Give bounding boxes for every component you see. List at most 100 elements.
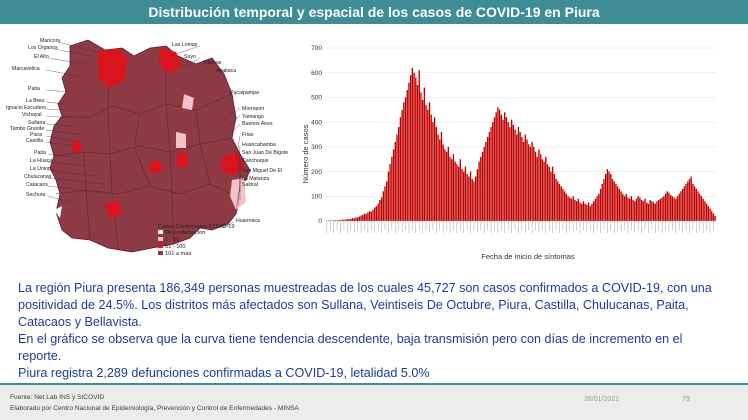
chart-bar — [363, 213, 366, 221]
chart-bar — [529, 146, 532, 221]
chart-bar — [444, 149, 446, 221]
chart-bar — [516, 134, 518, 221]
chart-bar — [483, 146, 485, 221]
map-label: Buenos Aires — [242, 121, 273, 127]
chart-bar — [534, 151, 537, 221]
chart-bar — [531, 141, 533, 221]
chart-bar — [485, 141, 487, 221]
chart-bar — [368, 211, 371, 221]
map-label: Yamango — [242, 114, 264, 120]
footer-bar — [0, 385, 748, 420]
map-label: Sechura — [26, 192, 45, 198]
map-label: San Miguel De El — [242, 168, 282, 174]
chart-bar — [459, 159, 461, 221]
chart-bar — [664, 193, 667, 221]
chart-bar — [500, 114, 503, 221]
chart-bar — [539, 154, 542, 221]
map-label: Suyo — [184, 54, 196, 60]
chart-bar — [676, 196, 679, 221]
chart-bar — [577, 198, 579, 221]
summary-paragraph-3: Piura registra 2,289 defunciones confirm… — [18, 366, 430, 380]
chart-bar — [622, 193, 624, 221]
map-label: Sullana — [28, 120, 45, 126]
chart-bar — [714, 216, 716, 221]
chart-bar — [669, 195, 672, 221]
chart-bar — [707, 206, 709, 221]
chart-bar — [551, 166, 554, 221]
chart-bar — [451, 159, 453, 221]
footer-divider — [0, 383, 748, 385]
chart-bar — [420, 92, 422, 221]
chart-bar — [575, 201, 578, 221]
legend-title: Casos Confirmados COVID-19 — [158, 224, 234, 230]
legend-swatch-none — [157, 229, 164, 235]
chart-bar — [339, 220, 342, 221]
chart-bar — [704, 201, 706, 221]
chart-bar — [421, 99, 424, 221]
chart-bar — [608, 171, 610, 221]
map-label: El Alto — [34, 54, 49, 60]
legend-label: 51 - 100 — [165, 244, 186, 250]
page-title: Distribución temporal y espacial de los … — [148, 4, 600, 20]
chart-bar — [380, 197, 383, 221]
map-label: San Juan De Bigote — [242, 150, 288, 156]
chart-bar — [356, 217, 359, 221]
chart-bar — [601, 183, 603, 221]
summary-paragraph-2: En el gráfico se observa que la curva ti… — [18, 332, 683, 363]
chart-bar — [343, 219, 345, 221]
chart-bar — [517, 127, 520, 221]
chart-bar — [649, 199, 651, 221]
chart-bar — [351, 218, 354, 221]
summary-text: La región Piura presenta 186,349 persona… — [18, 280, 728, 382]
chart-bar — [526, 139, 528, 221]
chart-bar — [478, 161, 480, 221]
map-label: Paita — [28, 86, 40, 92]
chart-y-tick-label: 0 — [318, 218, 322, 225]
chart-bar — [681, 188, 684, 221]
chart-bar — [589, 206, 591, 221]
chart-bar — [581, 203, 583, 221]
chart-bar — [687, 181, 689, 221]
chart-bar — [522, 141, 525, 221]
chart-bar — [497, 107, 499, 221]
chart-bar — [623, 196, 626, 221]
chart-bar — [457, 166, 460, 221]
chart-bar — [353, 218, 355, 221]
chart-bar — [375, 206, 378, 221]
chart-bar — [553, 174, 556, 221]
chart-bar — [693, 186, 696, 221]
chart-bar — [382, 191, 384, 221]
chart-y-tick-label: 300 — [311, 144, 322, 151]
chart-bar — [442, 144, 444, 221]
chart-bar — [334, 220, 337, 221]
chart-bar — [409, 75, 412, 221]
chart-bar — [661, 197, 663, 221]
chart-bar — [379, 199, 381, 221]
chart-bar — [550, 171, 552, 221]
chart-bar — [616, 186, 619, 221]
map-label: Tambo Grande — [10, 126, 44, 132]
map-label: Castilla — [26, 138, 43, 144]
map-label: Ayabaca — [216, 68, 236, 74]
cases-bar-chart: 0 100 200 300 400 500 600 700 Número de casos F… — [296, 34, 742, 266]
chart-bar — [473, 181, 475, 221]
chart-bar — [456, 164, 458, 221]
piura-district-map: Mancora Los Organos El Alto Marcavelica … — [0, 34, 290, 266]
chart-bar — [620, 191, 622, 221]
map-district-las-lomas — [158, 48, 182, 74]
chart-y-tick-label: 400 — [311, 119, 322, 126]
map-labels-right: Las Lomas Suyo Paimas Ayabaca Pacaipampa… — [172, 42, 288, 224]
chart-bar — [514, 129, 516, 221]
chart-bar — [596, 196, 598, 221]
chart-bar — [642, 201, 644, 221]
chart-bar — [594, 198, 597, 221]
map-leader-lines — [45, 41, 241, 229]
map-label: Canchaque — [242, 158, 269, 164]
chart-bar — [399, 117, 402, 221]
map-label: Huarmaca — [236, 218, 260, 224]
chart-bar — [404, 97, 407, 221]
chart-bar — [630, 196, 633, 221]
chart-bar — [418, 70, 420, 221]
chart-bar — [591, 203, 593, 221]
chart-bar — [639, 197, 641, 221]
